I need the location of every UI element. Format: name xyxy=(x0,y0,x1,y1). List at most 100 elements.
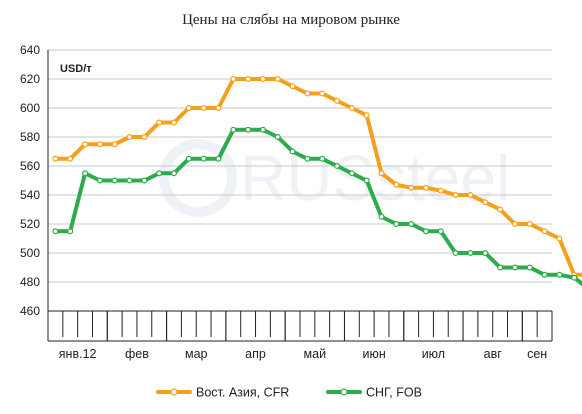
legend-label: Вост. Азия, CFR xyxy=(196,386,289,400)
series-2 xyxy=(52,126,582,287)
y-tick-label: 640 xyxy=(20,43,40,57)
data-point xyxy=(230,75,237,82)
data-point xyxy=(452,250,459,257)
data-point xyxy=(82,141,89,148)
legend: Вост. Азия, CFR СНГ, FOB xyxy=(156,386,422,400)
data-point xyxy=(571,274,578,281)
data-point xyxy=(541,228,548,235)
data-point xyxy=(82,170,89,177)
data-point xyxy=(363,177,370,184)
data-point xyxy=(96,177,103,184)
data-point xyxy=(141,177,148,184)
data-point xyxy=(363,112,370,119)
data-point xyxy=(541,271,548,278)
data-point xyxy=(185,155,192,162)
data-point xyxy=(467,192,474,199)
data-point xyxy=(259,126,266,133)
data-point xyxy=(526,221,533,228)
x-tick-labels: янв.12 фев мар апр май июн июл авг сен xyxy=(59,347,548,361)
data-point xyxy=(452,192,459,199)
data-point xyxy=(245,75,252,82)
y-tick-label: 480 xyxy=(20,275,40,289)
y-tick-label: 600 xyxy=(20,101,40,115)
x-tick-label: июл xyxy=(422,347,445,361)
x-tick-label: сен xyxy=(527,347,547,361)
x-tick-label: авг xyxy=(484,347,503,361)
data-point xyxy=(437,228,444,235)
data-point xyxy=(289,148,296,155)
data-point xyxy=(378,213,385,220)
data-point xyxy=(467,250,474,257)
legend-label: СНГ, FOB xyxy=(366,386,422,400)
data-point xyxy=(556,271,563,278)
y-tick-label: 520 xyxy=(20,217,40,231)
data-point xyxy=(556,235,563,242)
data-point xyxy=(304,155,311,162)
y-tick-label: 560 xyxy=(20,159,40,173)
data-point xyxy=(423,184,430,191)
legend-marker xyxy=(340,388,348,396)
legend-item: СНГ, FOB xyxy=(326,386,422,400)
x-tick-label: апр xyxy=(245,347,266,361)
data-point xyxy=(393,221,400,228)
data-point xyxy=(215,155,222,162)
data-point xyxy=(348,170,355,177)
data-point xyxy=(319,90,326,97)
data-point xyxy=(126,134,133,141)
data-point xyxy=(141,134,148,141)
data-point xyxy=(230,126,237,133)
data-point xyxy=(511,264,518,271)
data-point xyxy=(497,264,504,271)
data-point xyxy=(423,228,430,235)
data-point xyxy=(348,104,355,111)
data-point xyxy=(378,170,385,177)
data-point xyxy=(408,184,415,191)
series-1 xyxy=(52,75,582,278)
data-point xyxy=(111,177,118,184)
x-tick-label: янв.12 xyxy=(59,347,97,361)
y-tick-label: 620 xyxy=(20,72,40,86)
x-tick-label: май xyxy=(304,347,327,361)
data-point xyxy=(482,199,489,206)
data-point xyxy=(259,75,266,82)
data-point xyxy=(437,187,444,194)
legend-item: Вост. Азия, CFR xyxy=(156,386,289,400)
y-unit-label: USD/т xyxy=(60,63,92,75)
y-tick-labels: 460 480 500 520 540 560 580 600 620 640 xyxy=(20,43,40,318)
data-point xyxy=(408,221,415,228)
data-point xyxy=(185,104,192,111)
series-layer xyxy=(52,75,582,287)
data-point xyxy=(171,170,178,177)
x-tick-label: мар xyxy=(185,347,208,361)
data-point xyxy=(67,228,74,235)
data-point xyxy=(393,181,400,188)
x-tick-label: июн xyxy=(362,347,385,361)
x-tick-label: фев xyxy=(125,347,149,361)
data-point xyxy=(171,119,178,126)
y-tick-label: 460 xyxy=(20,304,40,318)
data-point xyxy=(111,141,118,148)
y-tick-label: 580 xyxy=(20,130,40,144)
data-point xyxy=(52,155,59,162)
data-point xyxy=(156,119,163,126)
data-point xyxy=(511,221,518,228)
data-point xyxy=(334,163,341,170)
data-point xyxy=(304,90,311,97)
y-tick-label: 540 xyxy=(20,188,40,202)
data-point xyxy=(96,141,103,148)
data-point xyxy=(497,206,504,213)
axes xyxy=(47,50,553,342)
data-point xyxy=(200,155,207,162)
chart-title: Цены на слябы на мировом рынке xyxy=(182,12,400,28)
watermark: RUSsteel xyxy=(159,139,510,217)
data-point xyxy=(126,177,133,184)
data-point xyxy=(319,155,326,162)
data-point xyxy=(274,75,281,82)
data-point xyxy=(245,126,252,133)
data-point xyxy=(67,155,74,162)
data-point xyxy=(482,250,489,257)
data-point xyxy=(156,170,163,177)
data-point xyxy=(215,104,222,111)
data-point xyxy=(334,97,341,104)
